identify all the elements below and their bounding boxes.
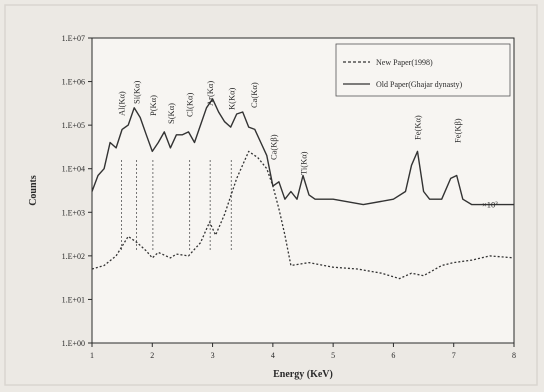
figure-border — [4, 4, 538, 386]
peak-label: Si(Kα) — [132, 80, 142, 104]
y-tick-label: 1.E+02 — [62, 252, 85, 261]
series-old-paper-line — [91, 98, 514, 206]
x-tick-label: 5 — [331, 351, 335, 360]
x-tick-label: 3 — [211, 351, 215, 360]
peak-labels: Al(Kα) Si(Kα) P(Kα) S(Kα) Cl(Kα) Ar(Kα) K(Kα) C… — [117, 80, 463, 175]
peak-label: Fe(Kβ) — [452, 118, 462, 143]
series-layer — [91, 98, 515, 280]
peak-label: Ar(Kα) — [205, 81, 215, 106]
x-tick-label: 7 — [452, 351, 456, 360]
y-tick-label: 1.E+05 — [62, 121, 85, 130]
peak-markers — [121, 160, 232, 250]
legend-label-new-paper: New Paper(1998) — [376, 58, 433, 67]
x-tick-label: 6 — [391, 351, 395, 360]
y-tick-label: 1.E+07 — [62, 34, 85, 43]
x-axis-title: Energy (KeV) — [273, 369, 333, 380]
peak-label: K(Kα) — [226, 87, 236, 110]
x-tick-label: 8 — [512, 351, 516, 360]
x-axis: 1 2 3 4 5 6 7 8 — [90, 343, 516, 360]
y-tick-label: 1.E+04 — [62, 165, 85, 174]
peak-label: S(Kα) — [166, 103, 176, 124]
multiplier-annotation: ×10³ — [482, 200, 498, 210]
peak-label: Fe(Kα) — [413, 115, 423, 140]
peak-label: Al(Kα) — [117, 91, 127, 116]
peak-label: P(Kα) — [148, 95, 158, 116]
x-tick-label: 2 — [150, 351, 154, 360]
peak-label: Ti(Kα) — [299, 151, 309, 175]
legend: New Paper(1998) Old Paper(Ghajar dynasty… — [335, 43, 511, 97]
y-tick-label: 1.E+00 — [62, 339, 85, 348]
y-tick-label: 1.E+01 — [62, 295, 85, 304]
peak-label: Ca(Kβ) — [268, 134, 278, 160]
legend-label-old-paper: Old Paper(Ghajar dynasty) — [376, 80, 463, 89]
x-tick-label: 1 — [90, 351, 94, 360]
y-axis-title: Counts — [28, 175, 39, 206]
y-axis: 1.E+00 1.E+01 1.E+02 1.E+03 1.E+04 1.E+05 1.E+… — [62, 34, 92, 348]
x-tick-label: 4 — [271, 351, 275, 360]
series-new-paper-line — [91, 150, 515, 280]
legend-box — [335, 43, 511, 97]
y-tick-label: 1.E+03 — [62, 208, 85, 217]
y-tick-label: 1.E+06 — [62, 78, 85, 87]
peak-label: Ca(Kα) — [249, 82, 259, 108]
peak-label: Cl(Kα) — [185, 93, 195, 117]
